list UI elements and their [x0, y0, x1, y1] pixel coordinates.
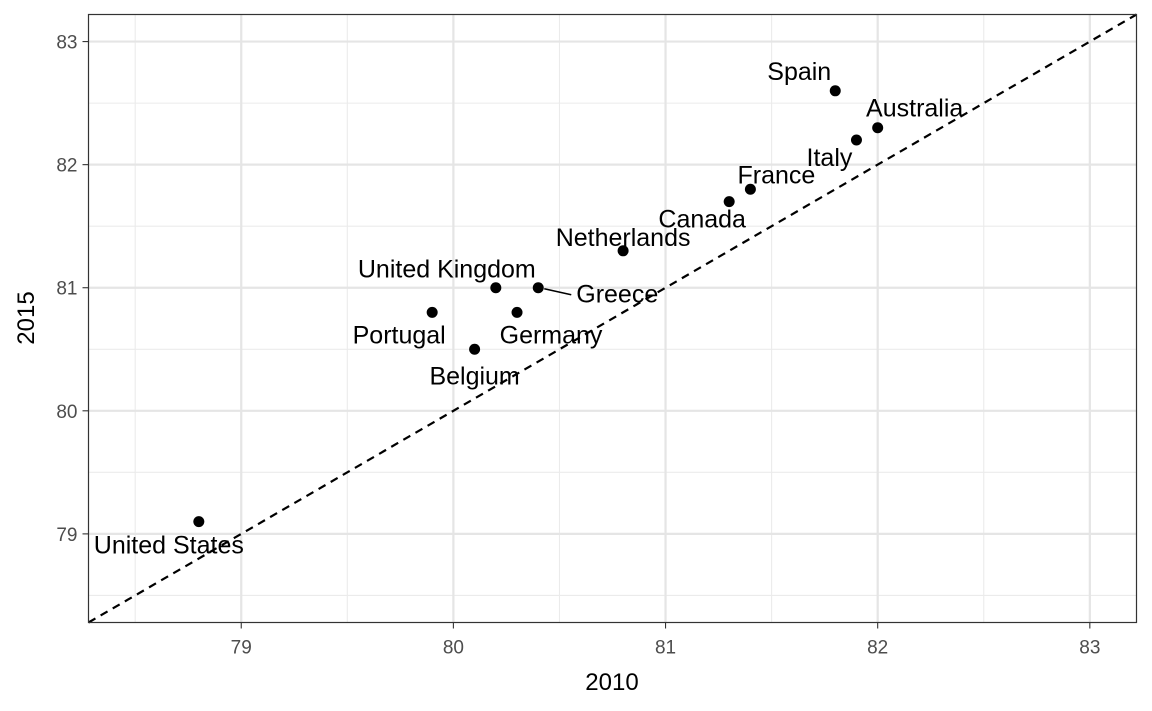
identity-line	[87, 13, 1138, 624]
major-gridlines	[88, 14, 1137, 623]
data-point	[511, 306, 523, 318]
minor-gridlines	[88, 14, 1137, 623]
point-labels: United States Portugal Belgium United Kingd…	[94, 58, 964, 560]
point-label: Portugal	[353, 321, 446, 349]
point-label: Italy	[807, 144, 853, 172]
label-leader-lines	[544, 287, 572, 296]
identity-reference-line	[87, 13, 1138, 624]
point-label: Canada	[658, 206, 746, 234]
data-point	[829, 85, 841, 97]
point-label: Netherlands	[556, 224, 691, 252]
point-label: Belgium	[429, 362, 519, 390]
point-label: United States	[94, 532, 244, 560]
data-point	[490, 282, 502, 294]
panel-border	[87, 13, 1138, 624]
data-point	[872, 122, 884, 134]
y-tick-label: 83	[56, 33, 77, 54]
y-axis-ticks: 79 80 81 82 83	[56, 33, 89, 546]
point-label: Spain	[767, 58, 831, 86]
y-axis-title: 2015	[13, 291, 40, 344]
x-tick-label: 83	[1079, 638, 1100, 659]
x-tick-label: 79	[231, 638, 252, 659]
y-tick-label: 81	[56, 279, 77, 300]
point-label: France	[737, 161, 815, 189]
label-leader-line	[544, 287, 572, 296]
data-point	[617, 245, 629, 257]
x-tick-label: 81	[655, 638, 676, 659]
data-point	[723, 196, 735, 208]
y-tick-label: 82	[56, 156, 77, 177]
x-axis-title: 2010	[585, 669, 638, 696]
point-label: Greece	[576, 281, 658, 309]
data-point	[426, 306, 438, 318]
data-point	[744, 183, 756, 195]
point-label: United Kingdom	[358, 256, 536, 284]
data-point	[850, 134, 862, 146]
x-tick-label: 80	[443, 638, 464, 659]
data-point	[469, 343, 481, 355]
data-points	[193, 85, 884, 528]
x-tick-label: 82	[867, 638, 888, 659]
point-label: Australia	[866, 95, 963, 123]
y-tick-label: 79	[56, 525, 77, 546]
data-point	[193, 516, 205, 528]
data-point	[532, 282, 544, 294]
x-axis-ticks: 79 80 81 82 83	[231, 622, 1100, 659]
y-tick-label: 80	[56, 402, 77, 423]
point-label: Germany	[500, 321, 603, 349]
